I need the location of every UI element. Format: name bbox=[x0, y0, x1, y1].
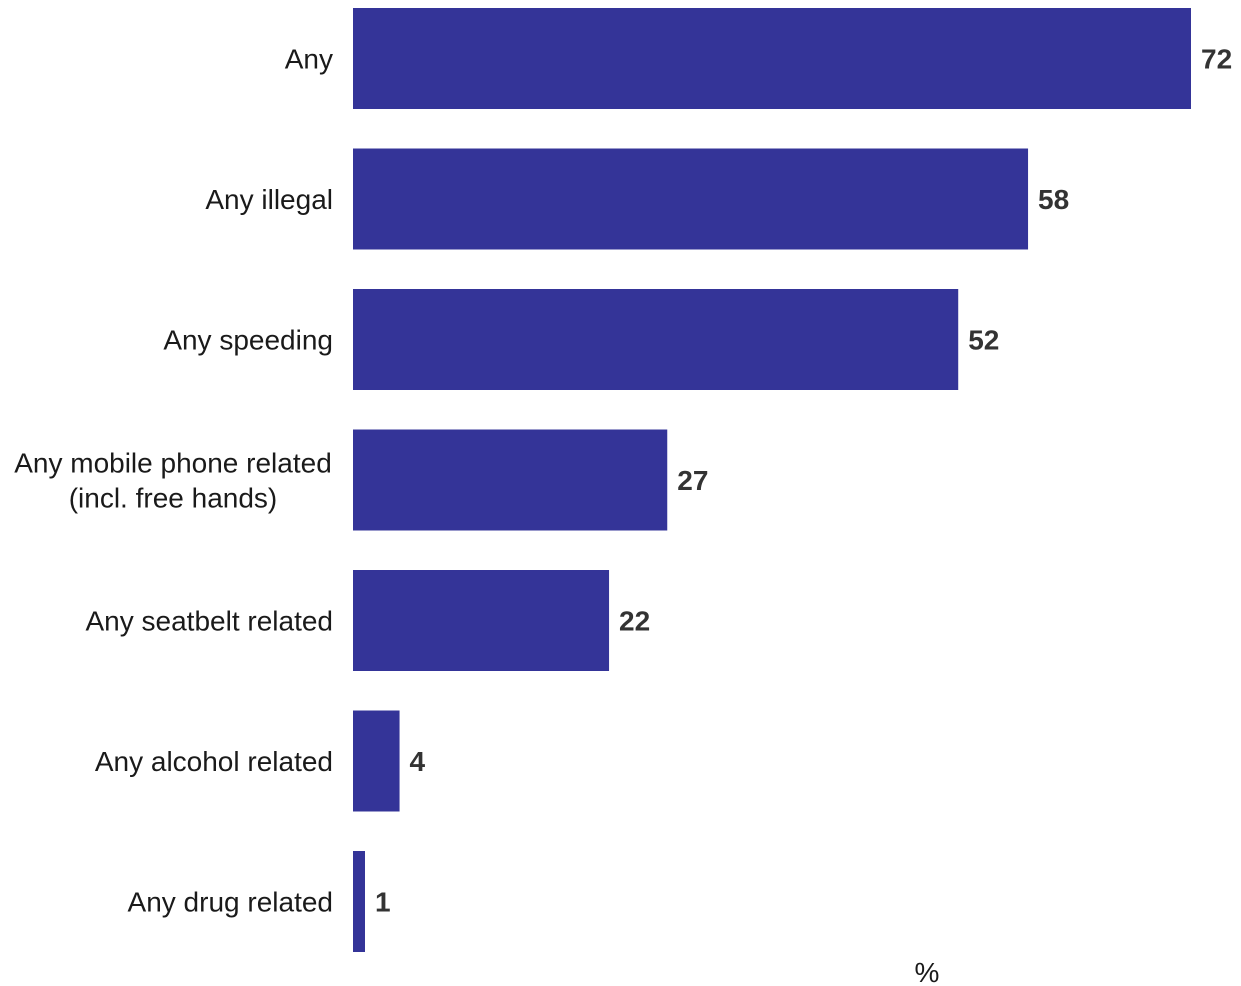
category-label-group: Any Any illegal Any speeding Any mobile pho… bbox=[14, 44, 333, 918]
category-label: Any seatbelt related bbox=[86, 606, 334, 637]
value-label: 72 bbox=[1201, 44, 1232, 75]
value-label: 1 bbox=[375, 887, 391, 918]
bar-group bbox=[353, 8, 1191, 952]
value-label: 27 bbox=[677, 465, 708, 496]
bar bbox=[353, 710, 400, 812]
bar bbox=[353, 429, 668, 531]
category-label: Any drug related bbox=[128, 887, 333, 918]
x-axis-unit-label: % bbox=[915, 957, 940, 986]
bar bbox=[353, 851, 365, 952]
value-label: 52 bbox=[968, 325, 999, 356]
category-label: Any illegal bbox=[205, 184, 333, 215]
category-label: Any alcohol related bbox=[95, 746, 333, 777]
bar bbox=[353, 570, 610, 671]
category-label: Any bbox=[285, 44, 333, 75]
bar bbox=[353, 8, 1191, 109]
value-label: 58 bbox=[1038, 184, 1069, 215]
category-label: Any mobile phone related (incl. free hand… bbox=[14, 448, 332, 514]
category-label: Any speeding bbox=[163, 325, 333, 356]
bar bbox=[353, 148, 1029, 250]
bar bbox=[353, 289, 959, 390]
value-label: 22 bbox=[619, 606, 650, 637]
value-label: 4 bbox=[410, 746, 426, 777]
value-label-group: 72 58 52 27 22 4 1 bbox=[375, 44, 1232, 918]
